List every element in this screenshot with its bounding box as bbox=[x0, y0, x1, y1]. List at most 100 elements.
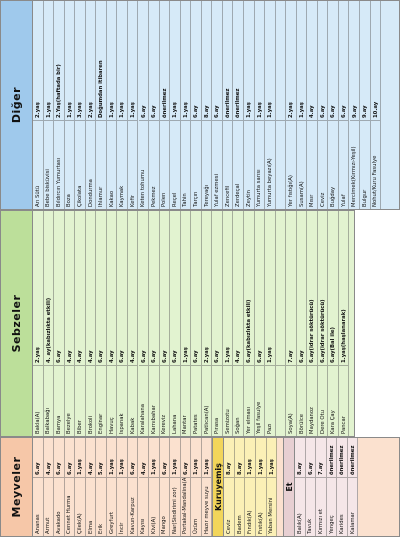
diger-row: Yulaf 6.ay bbox=[338, 1, 350, 209]
diger-row: Kaymak 1.yaş bbox=[117, 1, 128, 209]
sebzeler-row: Havuç 4.ay bbox=[106, 211, 118, 436]
diger-item-age: Doğumdan itibaren bbox=[96, 1, 106, 121]
meyveler-row: Kivi(A) 1.yaş bbox=[149, 438, 160, 536]
kuruyemis-item-age: 1.yaş bbox=[266, 438, 277, 478]
meyveler-row: Kavun-Karpuz 6.ay bbox=[127, 438, 139, 536]
meyveler-row: Armut 4.ay bbox=[43, 438, 55, 536]
kuruyemis-row: Ceviz 8.ay bbox=[224, 438, 235, 536]
diger-item-name: Ceviz bbox=[319, 192, 326, 207]
sebzeler-item-name: Yer elması bbox=[245, 406, 252, 434]
sebzeler-row: Mantar 1.yaş bbox=[180, 211, 192, 436]
meyveler-item-name: Portakal-Mandalina(A) bbox=[182, 478, 189, 534]
diger-row: Yumurta beyazı(A) 1.yaş bbox=[265, 1, 276, 209]
diger-item-name: Ihlamur bbox=[98, 186, 105, 207]
meyveler-item-name: Greyfurt bbox=[108, 511, 115, 534]
diger-row: Keten tohumu 6.ay bbox=[138, 1, 150, 209]
diger-item-age: 1.yaş bbox=[170, 1, 180, 121]
sebzeler-item-name: Kabak bbox=[129, 417, 136, 434]
kuruyemis-item-name: Fındık(A) bbox=[247, 510, 254, 534]
sebzeler-item-name: Kara Çay bbox=[330, 410, 337, 434]
sebzeler-row: Soğan 4.ay bbox=[233, 211, 244, 436]
meyveler-item-name: Çilek(A) bbox=[76, 513, 83, 534]
diger-row: Yer fıstığı(A) 2.yaş bbox=[286, 1, 297, 209]
sebzeler-item-age: 2.yaş bbox=[201, 211, 212, 366]
et-row: Yengeç önerilmez bbox=[326, 438, 338, 536]
sebzeler-item-age: 6.ay(Bal ile) bbox=[328, 211, 338, 366]
diger-item-age bbox=[275, 1, 286, 121]
diger-item-age: 1.yaş bbox=[117, 1, 127, 121]
meyveler-row: Avakado 6.ay bbox=[54, 438, 65, 536]
meyveler-row: İncir 1.yaş bbox=[117, 438, 128, 536]
sebzeler-row: Yeşil fasulye 6.ay bbox=[254, 211, 266, 436]
diger-row: Zencefil önerilmez bbox=[222, 1, 234, 209]
sebzeler-row: Yer elması 6.ay(kabızlıkta etkili) bbox=[244, 211, 255, 436]
et-item-age: 8.ay bbox=[295, 438, 305, 478]
sebzeler-item-name: Mantar bbox=[182, 415, 189, 434]
diger-row: Buğday 6.ay bbox=[328, 1, 339, 209]
meyveler-item-age: 1.yaş bbox=[117, 438, 127, 478]
sebzeler-item-name: Kereviz bbox=[161, 414, 168, 434]
sebzeler-item-name: Ispanak bbox=[119, 413, 126, 434]
diger-item-name: Zerdeçal bbox=[235, 183, 242, 207]
diger-row: Mercimek(Kırmızı-Yeşil) 9.ay bbox=[349, 1, 361, 209]
diger-row: Tarçın 6.ay bbox=[191, 1, 202, 209]
sebzeler-row: Ispanak 6.ay bbox=[117, 211, 128, 436]
diger-item-name: Çikolata bbox=[76, 185, 83, 207]
kuruyemis-item-name: Badem bbox=[236, 515, 243, 534]
sebzeler-item-age: 4. ay(kabızlıkta etkili) bbox=[43, 211, 54, 366]
meyveler-item-age: 1.yaş bbox=[201, 438, 212, 478]
diger-item-name: Buğday bbox=[330, 186, 337, 207]
sebzeler-row: Bamya 6.ay bbox=[54, 211, 65, 436]
meyveler-item-age: 4.ay bbox=[43, 438, 54, 478]
sebzeler-item-age: 4.ay bbox=[64, 211, 75, 366]
diger-item-age: 6.ay bbox=[191, 1, 201, 121]
sebzeler-item-age: 6.ay bbox=[170, 211, 180, 366]
sebzeler-item-name: Pazı bbox=[266, 423, 273, 434]
diger-item-name: Yulaf bbox=[340, 194, 347, 207]
diger-item-name: Kefir bbox=[129, 195, 136, 207]
sebzeler-item-name: Semizotu bbox=[224, 409, 231, 434]
diger-row: Bebe bisküvisi 1.yaş bbox=[43, 1, 55, 209]
meyveler-item-name: Mango bbox=[161, 516, 168, 534]
sebzeler-item-age: 1.yaş(haşlanarak) bbox=[338, 211, 349, 366]
sebzeler-header: Sebzeler bbox=[1, 211, 33, 436]
sebzeler-item-age: 6.ay bbox=[96, 211, 106, 366]
sebzeler-item-age: 6.ay bbox=[296, 211, 307, 366]
diger-row: Yulaf ezmesi 6.ay bbox=[212, 1, 223, 209]
diger-item-name: Tahin bbox=[182, 193, 189, 207]
meyveler-item-age: 4.ay bbox=[138, 438, 149, 478]
diger-item-name: Reçel bbox=[171, 192, 178, 207]
sebzeler-item-name: Yeşil fasulye bbox=[256, 401, 263, 434]
meyveler-item-age: 6.ay bbox=[54, 438, 64, 478]
sebzeler-item-name: Pırasa bbox=[214, 417, 221, 434]
sebzeler-item-name: Biber bbox=[76, 420, 83, 434]
meyveler-row: Ananas 6.ay bbox=[33, 438, 44, 536]
sebzeler-row: Bakla(A) 2.yaş bbox=[33, 211, 44, 436]
diger-item-name: Kakao bbox=[108, 190, 115, 207]
meyveler-item-age: 6.ay bbox=[127, 438, 138, 478]
meyveler-item-age: 5.ay bbox=[96, 438, 106, 478]
sebzeler-item-age: 6.ay bbox=[117, 211, 127, 366]
sebzeler-item-name: Havuç bbox=[108, 417, 115, 434]
kuruyemis-row: Yaban Mersini 1.yaş bbox=[266, 438, 278, 536]
kuruyemis-item-name: Fıstık(A) bbox=[257, 512, 264, 534]
sebzeler-row: Patlıcan(A) 2.yaş bbox=[201, 211, 213, 436]
diger-item-name: Dondurma bbox=[87, 179, 94, 207]
et-row: Tavuk 6.ay bbox=[305, 438, 317, 536]
sebzeler-item-age: 6.ay(kabızlıkta etkili) bbox=[244, 211, 254, 366]
sebzeler-row: Semizotu 1.yaş bbox=[222, 211, 234, 436]
meyveler-item-age: 6.ay bbox=[159, 438, 170, 478]
sebzeler-item-age: 1.yaş bbox=[222, 211, 233, 366]
meyveler-item-name: Cennet Hurma bbox=[66, 495, 73, 534]
diger-item-age: 2.yaş bbox=[33, 1, 43, 121]
sebzeler-item-name: Patlıcan(A) bbox=[203, 405, 210, 435]
sebzeler-item-age: 1.yaş bbox=[265, 211, 275, 366]
meyveler-item-name: Ananas bbox=[34, 514, 41, 534]
meyveler-item-name: Erik bbox=[98, 523, 105, 534]
kuruyemis-item-name: Yaban Mersini bbox=[268, 497, 275, 534]
sebzeler-item-age: 4.ay bbox=[106, 211, 117, 366]
diger-row: Arı Sütü 2.yaş bbox=[33, 1, 44, 209]
meyveler-row: Greyfurt 1.yaş bbox=[106, 438, 118, 536]
